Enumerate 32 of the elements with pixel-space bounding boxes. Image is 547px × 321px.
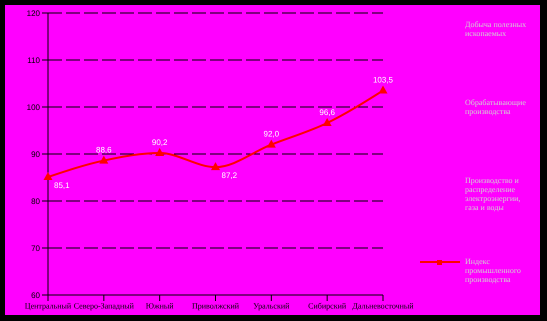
y-tick-label: 70	[31, 244, 41, 253]
data-label: 96,6	[319, 108, 336, 117]
x-tick-label: Уральский	[253, 302, 290, 311]
data-label: 90,2	[152, 138, 168, 148]
y-tick-label: 120	[26, 8, 41, 18]
text: Производство и распределение электроэнергии, газа и воды	[465, 176, 522, 212]
y-tick-label: 90	[31, 150, 41, 159]
point	[211, 162, 220, 170]
data-label: 87,2	[222, 171, 238, 180]
y-tick-label: 60	[31, 290, 41, 300]
data-label: 92,0	[264, 130, 280, 139]
text: Обрабатывающие производства	[465, 98, 527, 116]
x-tick-label: Северо-Западный	[74, 302, 135, 311]
legend-label: Индекс промышленного производства	[465, 257, 522, 284]
x-tick-label: Приволжский	[192, 302, 240, 311]
data-label: 85,1	[54, 181, 70, 190]
x-tick-label: Центральный	[24, 302, 72, 311]
point	[44, 172, 52, 180]
point	[99, 156, 108, 164]
point	[322, 118, 332, 126]
data-label: 88,6	[96, 146, 112, 155]
data-label: 103,5	[372, 76, 394, 85]
x-tick-label: Южный	[146, 302, 174, 311]
y-tick-label: 80	[31, 196, 41, 206]
point	[155, 148, 164, 156]
point	[266, 140, 276, 148]
point	[378, 86, 388, 94]
x-tick-label: Сибирский	[308, 302, 347, 311]
x-tick-label: Дальневосточный	[352, 302, 414, 311]
text: Добыча полезных ископаемых	[465, 20, 528, 38]
y-tick-label: 100	[26, 102, 41, 112]
y-tick-label: 110	[27, 56, 41, 65]
